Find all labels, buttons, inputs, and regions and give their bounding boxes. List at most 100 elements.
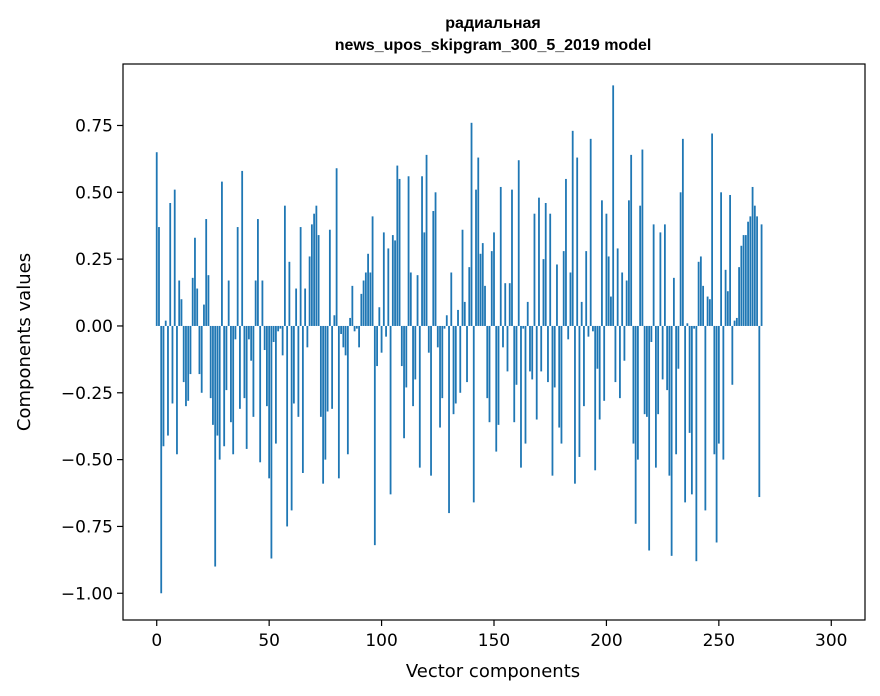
- bar: [328, 229, 331, 326]
- bar: [715, 325, 718, 543]
- bar: [452, 325, 455, 415]
- bar: [729, 194, 731, 326]
- bar: [533, 213, 536, 326]
- bar: [697, 261, 700, 326]
- bar: [241, 170, 244, 326]
- bar: [652, 224, 655, 326]
- bar: [261, 280, 264, 326]
- bar: [508, 283, 511, 326]
- bar: [286, 325, 289, 527]
- bar: [227, 280, 230, 326]
- bar: [594, 325, 597, 471]
- bar: [173, 189, 176, 326]
- bar: [364, 272, 367, 326]
- bar: [749, 216, 752, 326]
- bar: [405, 325, 408, 388]
- bar: [515, 325, 518, 385]
- bar: [430, 325, 432, 476]
- bar: [439, 325, 441, 428]
- bar: [288, 261, 291, 326]
- bar: [283, 205, 286, 326]
- bar: [441, 325, 444, 399]
- bar: [553, 325, 556, 388]
- bar: [344, 325, 347, 356]
- bar: [565, 178, 567, 326]
- bar: [378, 307, 381, 326]
- bar: [445, 315, 448, 326]
- bar: [218, 325, 221, 460]
- bar: [259, 325, 262, 463]
- bar: [295, 288, 298, 326]
- bar: [313, 213, 316, 326]
- bar: [373, 325, 376, 546]
- bar: [587, 325, 590, 337]
- bar: [333, 315, 336, 326]
- bar: [315, 205, 318, 326]
- bar: [324, 325, 327, 460]
- bar: [319, 325, 322, 417]
- bar: [279, 325, 282, 329]
- bar: [538, 197, 540, 326]
- bar: [661, 325, 664, 380]
- bar: [216, 325, 219, 436]
- bar: [340, 325, 342, 334]
- bar: [558, 325, 561, 428]
- bar: [270, 325, 273, 559]
- bar: [657, 325, 660, 415]
- bar: [155, 152, 158, 326]
- bar: [239, 325, 241, 409]
- bar: [663, 224, 666, 326]
- bar: [346, 325, 349, 455]
- bar: [699, 256, 702, 326]
- bar: [409, 272, 412, 326]
- bar: [459, 325, 462, 393]
- bar: [511, 189, 513, 326]
- x-tick-label: 300: [815, 631, 847, 651]
- bar: [675, 325, 678, 455]
- bar: [212, 325, 214, 425]
- y-axis: −1.00 −0.75 −0.50 −0.25 0.00 0.25 0.50 0.75: [61, 116, 123, 604]
- bar: [245, 325, 248, 449]
- bar: [616, 248, 619, 326]
- bar: [578, 325, 581, 457]
- bar: [310, 224, 313, 326]
- bar: [380, 325, 383, 353]
- bar: [628, 200, 630, 326]
- bar: [252, 325, 255, 417]
- bar: [666, 325, 669, 391]
- bar: [526, 301, 529, 326]
- bar: [576, 157, 579, 326]
- bar: [724, 269, 727, 326]
- bar: [225, 325, 228, 391]
- bar: [362, 280, 365, 326]
- bar: [194, 237, 196, 326]
- bar: [349, 317, 351, 326]
- bar: [634, 325, 637, 524]
- bar: [702, 285, 705, 326]
- bar: [720, 192, 722, 326]
- bar: [506, 325, 509, 372]
- bar: [214, 325, 217, 567]
- bar: [695, 325, 698, 562]
- bar: [574, 325, 576, 484]
- bar: [221, 181, 223, 326]
- bar: [369, 272, 372, 326]
- bar: [207, 275, 210, 326]
- bar: [760, 224, 763, 326]
- y-tick-label: 0.75: [75, 116, 113, 136]
- bar: [684, 325, 687, 503]
- bar: [185, 325, 187, 407]
- bar: [596, 325, 599, 369]
- bar: [272, 325, 275, 342]
- bar: [236, 227, 239, 326]
- bar: [337, 325, 340, 479]
- bar: [407, 176, 410, 326]
- y-tick-label: 0.25: [75, 250, 113, 270]
- bar: [517, 160, 520, 326]
- bar: [556, 264, 558, 326]
- bar: [733, 320, 736, 326]
- bar: [614, 325, 617, 383]
- bar: [488, 325, 491, 423]
- chart-title-line-2: news_upos_skipgram_300_5_2019 model: [335, 37, 652, 54]
